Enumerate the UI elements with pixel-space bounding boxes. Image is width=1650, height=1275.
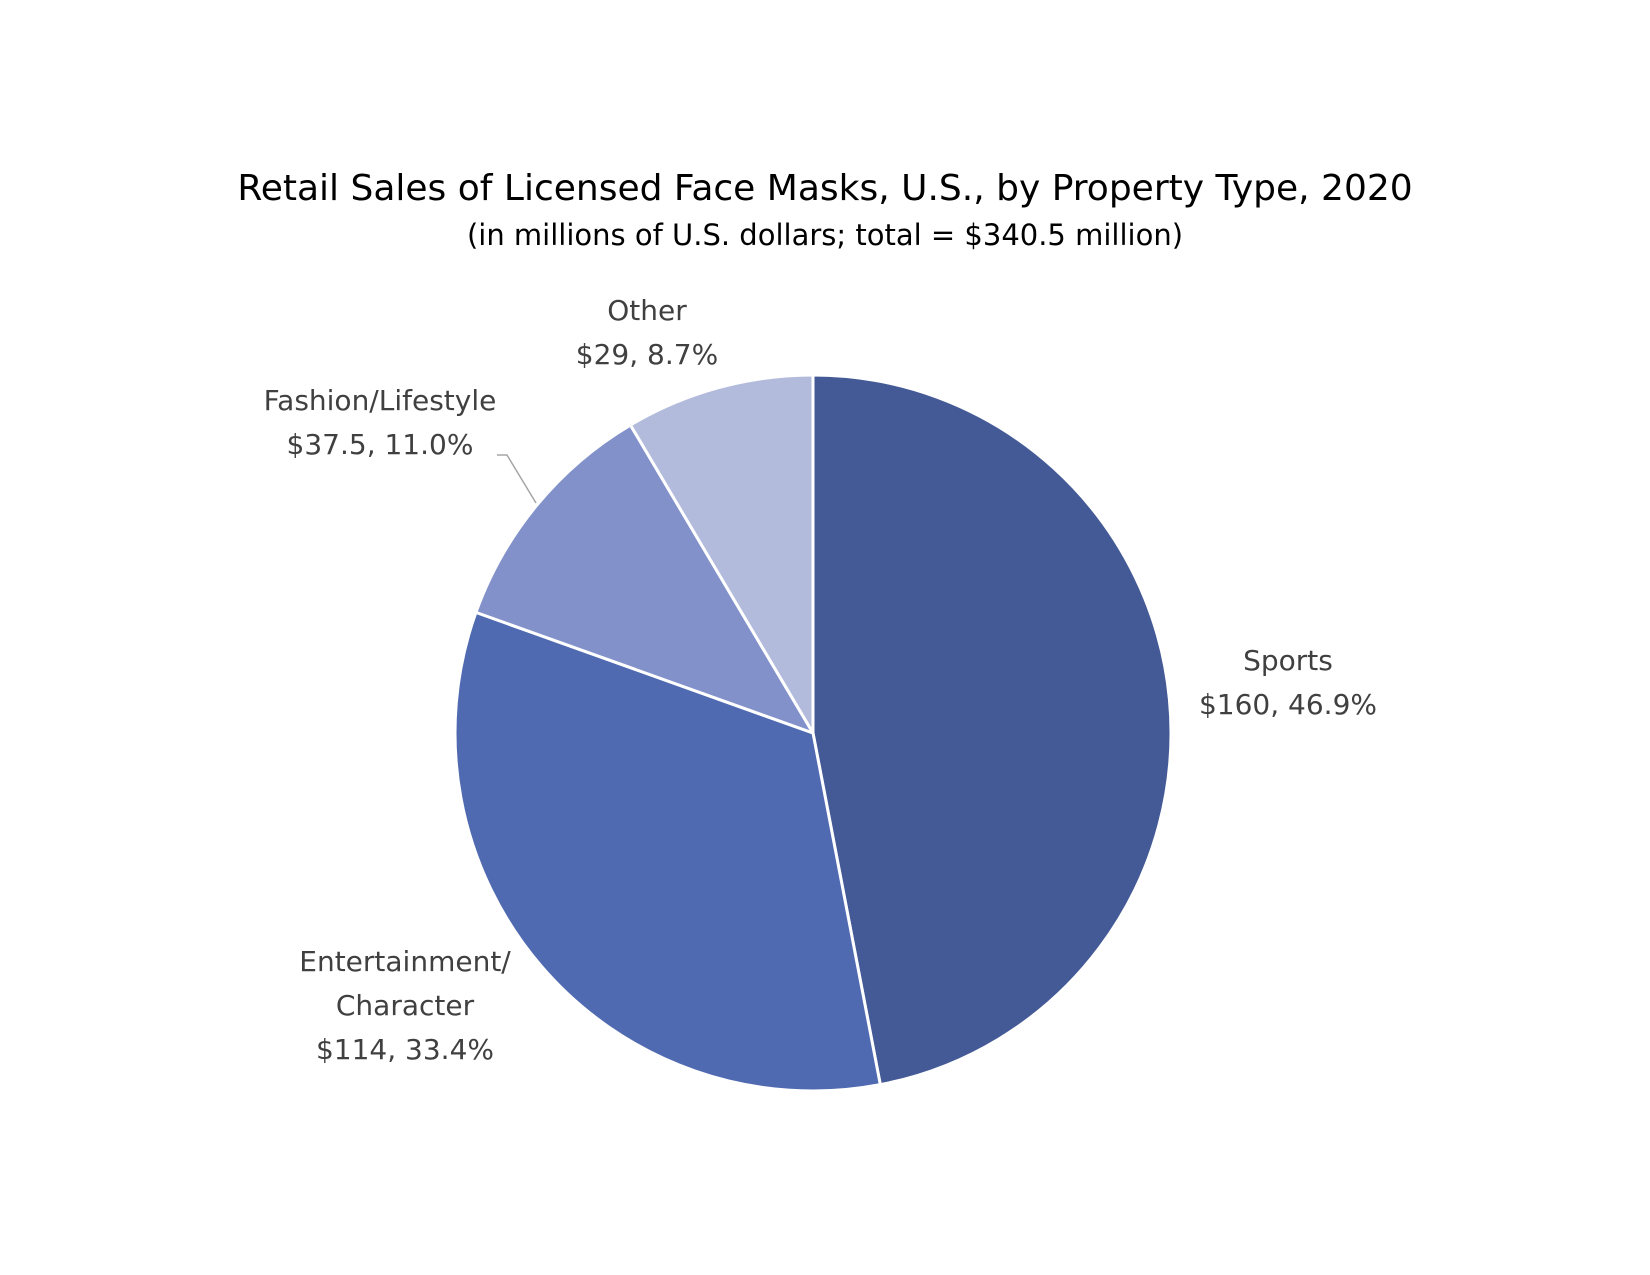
data-label-entertainment-character: Entertainment/Character $114, 33.4% <box>299 945 511 1066</box>
slice-value-label: $29, 8.7% <box>576 338 718 371</box>
slice-label-entertainment-character: Entertainment/Character $114, 33.4% <box>299 945 511 1066</box>
pie-slice-entertainment-character <box>453 610 882 1093</box>
chart-subtitle: (in millions of U.S. dollars; total = $3… <box>466 218 1184 252</box>
pie-slice-sports <box>811 373 1173 1087</box>
data-label-sports: Sports $160, 46.9% <box>1199 644 1377 721</box>
slice-label-other: Other $29, 8.7% <box>576 294 718 371</box>
slice-category-label: Fashion/Lifestyle <box>264 384 497 417</box>
data-label-other: Other $29, 8.7% <box>576 294 718 371</box>
pie-slice-fashion-lifestyle <box>474 423 815 735</box>
slice-category-label: Entertainment/ <box>299 945 511 978</box>
slice-category-label: Other <box>607 294 687 327</box>
slice-category-label: Sports <box>1243 644 1333 677</box>
chart-title: Retail Sales of Licensed Face Masks, U.S… <box>237 168 1413 209</box>
slice-label-sports: Sports $160, 46.9% <box>1199 644 1377 721</box>
data-label-fashion-lifestyle: Fashion/Lifestyle $37.5, 11.0% <box>264 384 537 504</box>
leader-line <box>497 454 537 504</box>
slice-value-label: $37.5, 11.0% <box>287 428 474 461</box>
slice-value-label: $160, 46.9% <box>1199 688 1377 721</box>
slice-category-label: Character <box>336 989 475 1022</box>
pie-slice-other <box>628 373 815 735</box>
slice-value-label: $114, 33.4% <box>316 1033 494 1066</box>
slice-label-fashion-lifestyle: Fashion/Lifestyle $37.5, 11.0% <box>264 384 497 461</box>
